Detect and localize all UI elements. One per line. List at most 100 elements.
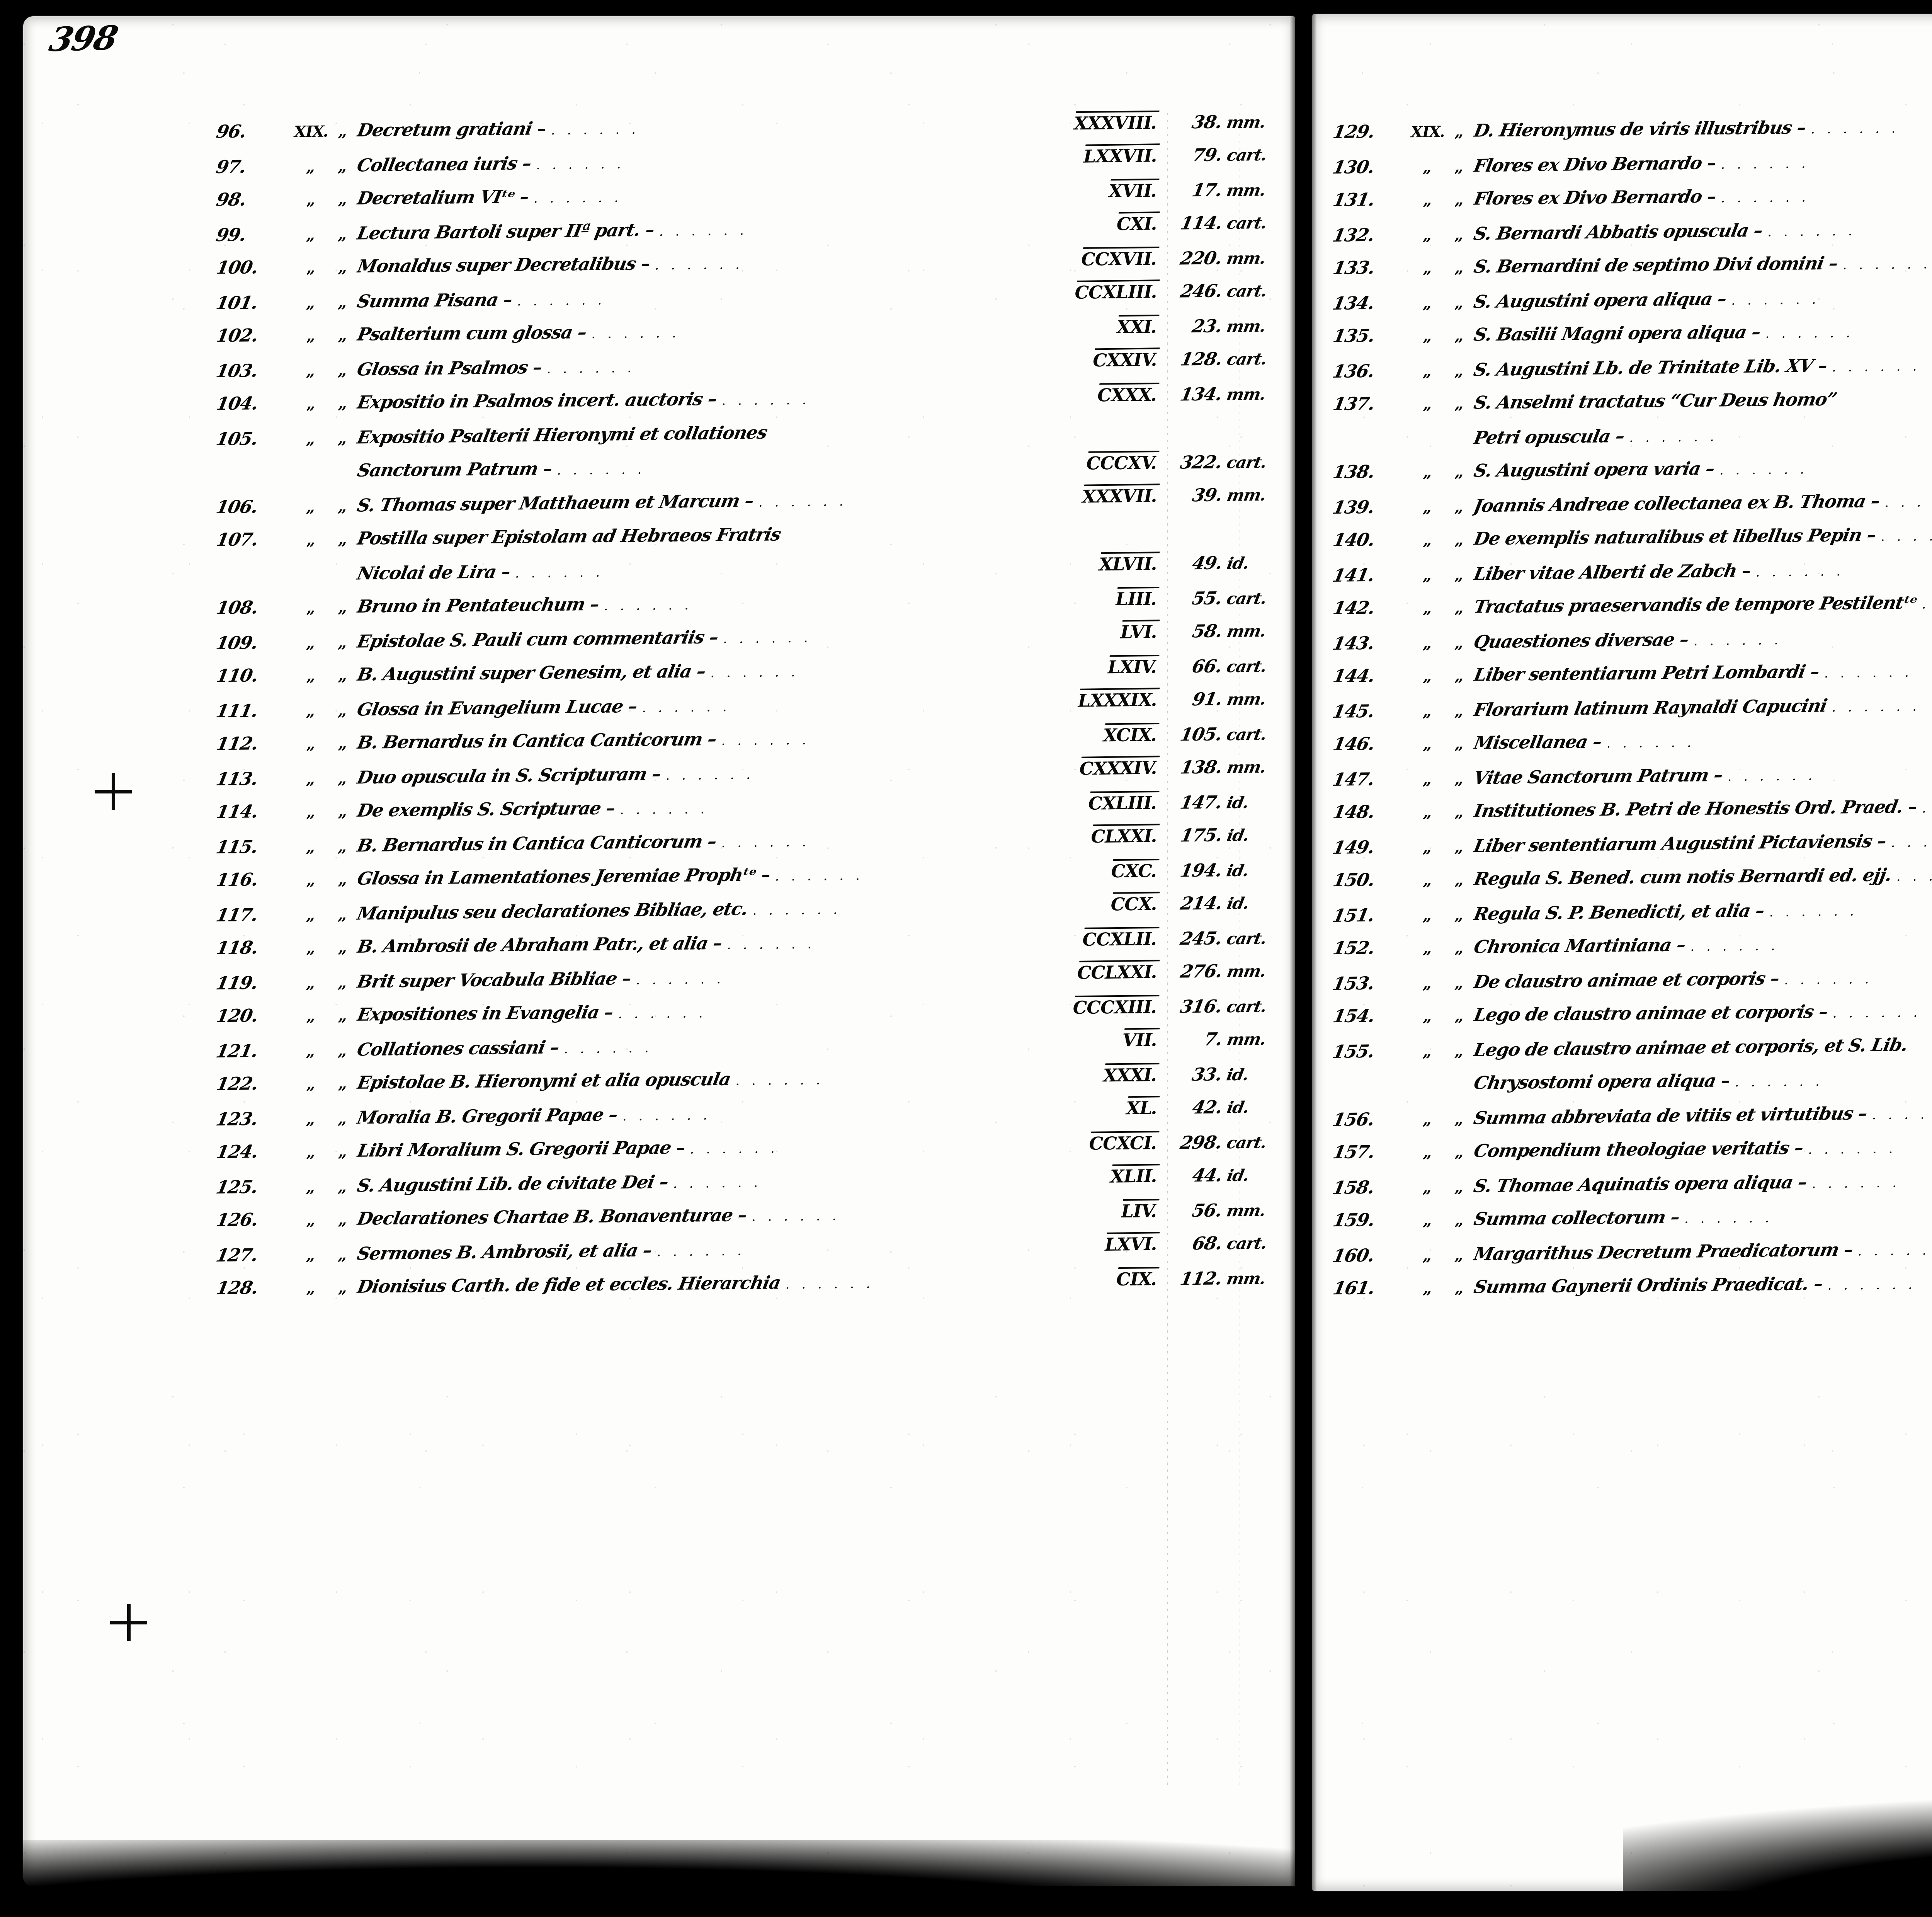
entry-ditto-mark: „ <box>337 361 349 380</box>
entry-number: 139. <box>1331 496 1376 518</box>
entry-number: 133. <box>1331 257 1376 279</box>
entry-ditto-shelf: „ <box>1422 498 1434 517</box>
entry-ditto-shelf: „ <box>305 1006 317 1025</box>
entry-number <box>216 477 293 478</box>
entry-number: 140. <box>1331 529 1376 551</box>
entry-arabic-number: 49. <box>1190 552 1224 574</box>
entry-ditto-shelf: „ <box>305 1279 317 1297</box>
entry-material-unit: id. <box>1225 894 1251 913</box>
dot-leader: . . . . . . <box>774 868 866 884</box>
left-folio-leaf <box>23 16 1295 1886</box>
entry-number: 125. <box>214 1176 260 1198</box>
entry-ditto-shelf: „ <box>1422 906 1434 925</box>
dot-leader: . . . . . . <box>672 1175 764 1192</box>
column-guide-line <box>1167 113 1168 1786</box>
entry-arabic-number: 33. <box>1190 1064 1224 1085</box>
entry-number: 149. <box>1331 836 1376 858</box>
dot-leader: . . . . . . <box>1720 189 1812 206</box>
entry-ditto-mark: „ <box>1453 906 1466 924</box>
dot-leader: . . . . . . <box>1768 903 1860 920</box>
entry-ditto-mark: „ <box>337 1109 349 1128</box>
entry-number: 120. <box>214 1005 260 1027</box>
entry-roman-shelfmark: CXI. <box>1114 213 1160 235</box>
entry-ditto-mark: „ <box>1453 157 1466 176</box>
entry-material-unit: mm. <box>1225 249 1267 268</box>
entry-number: 127. <box>214 1244 260 1266</box>
entry-ditto-mark: „ <box>1453 497 1466 516</box>
entry-material-unit: mm. <box>1225 1029 1267 1049</box>
dot-leader: . . . . . . <box>751 1208 842 1225</box>
entry-ditto-mark: „ <box>337 497 349 516</box>
entry-arabic-number: 322. <box>1179 451 1224 473</box>
entry-material-unit: cart. <box>1225 725 1268 744</box>
entry-material-unit: mm. <box>1225 317 1267 336</box>
entry-material-unit: mm. <box>1225 621 1267 641</box>
entry-ditto-mark: „ <box>1454 122 1466 141</box>
entry-ditto-shelf: „ <box>1422 1007 1434 1025</box>
dot-leader: . . . . . . <box>550 121 642 138</box>
entry-ditto-shelf: „ <box>305 734 317 753</box>
entry-material-unit: cart. <box>1225 929 1268 948</box>
entry-ditto-mark: „ <box>1454 394 1466 413</box>
entry-material-unit: id. <box>1225 826 1251 845</box>
entry-number: 146. <box>1331 733 1376 755</box>
dot-leader: . . . . . . <box>689 1141 781 1157</box>
entry-number: 152. <box>1331 937 1376 959</box>
dot-leader: . . . . . . <box>514 564 606 581</box>
entry-ditto-mark: „ <box>337 973 349 992</box>
entry-arabic-number: 246. <box>1179 280 1224 302</box>
entry-ditto-shelf: „ <box>1422 395 1434 413</box>
registration-cross-icon <box>110 1604 147 1641</box>
entry-material-unit: cart. <box>1225 349 1269 369</box>
entry-number: 131. <box>1331 189 1376 211</box>
entry-material-unit: cart. <box>1225 281 1269 301</box>
entry-ditto-shelf: „ <box>305 1074 317 1093</box>
entry-material-unit: id. <box>1225 1098 1251 1117</box>
entry-ditto-shelf: „ <box>1422 974 1434 993</box>
entry-ditto-mark: „ <box>1453 1246 1466 1265</box>
entry-ditto-mark: „ <box>1454 870 1466 889</box>
entry-ditto-shelf: „ <box>305 190 317 209</box>
entry-material-unit: cart. <box>1225 997 1268 1016</box>
entry-title: Decretum gratiani –. . . . . . <box>355 118 642 141</box>
entry-number: 114. <box>214 801 260 822</box>
entry-arabic-number: 39. <box>1190 484 1224 506</box>
entry-ditto-shelf: „ <box>305 394 317 413</box>
dot-leader: . . . . . . <box>1810 121 1901 137</box>
dot-leader: . . . . . . <box>1842 256 1932 273</box>
entry-ditto-mark: „ <box>337 1041 349 1060</box>
entry-ditto-mark: „ <box>1454 802 1466 821</box>
entry-number: 150. <box>1331 869 1376 891</box>
entry-roman-shelfmark: VII. <box>1120 1029 1160 1051</box>
entry-arabic-number: 276. <box>1179 960 1224 982</box>
entry-number: 97. <box>214 156 248 177</box>
entry-ditto-mark: „ <box>337 598 349 617</box>
entry-ditto-shelf: „ <box>1422 1042 1434 1061</box>
entry-material-unit: mm. <box>1225 112 1267 132</box>
entry-number: 96. <box>214 121 248 142</box>
dot-leader: . . . . . . <box>1726 768 1818 785</box>
dot-leader: . . . . . . <box>1767 223 1859 240</box>
dot-leader: . . . . . . <box>1755 563 1847 580</box>
entry-ditto-mark: „ <box>337 1074 349 1093</box>
entry-ditto-mark: „ <box>337 837 349 856</box>
dot-leader: . . . . . . <box>726 936 818 953</box>
entry-ditto-mark: „ <box>1453 565 1466 584</box>
entry-number: 99. <box>214 224 248 245</box>
entry-ditto-shelf: „ <box>1422 803 1434 821</box>
entry-ditto-mark: „ <box>337 394 349 413</box>
entry-material-unit <box>1226 432 1292 433</box>
entry-number: 160. <box>1331 1245 1376 1267</box>
entry-number: 158. <box>1331 1176 1376 1199</box>
entry-roman-shelfmark: LIII. <box>1113 588 1160 610</box>
entry-ditto-shelf: „ <box>305 598 317 617</box>
entry-ditto-mark: „ <box>1453 1042 1466 1061</box>
entry-number: 161. <box>1331 1277 1376 1299</box>
entry-roman-shelfmark: LIV. <box>1119 1200 1160 1222</box>
entry-number: 105. <box>214 428 260 449</box>
entry-ditto-shelf: „ <box>1422 259 1434 277</box>
dot-leader: . . . . . . <box>556 461 648 478</box>
entry-number: 134. <box>1331 292 1376 314</box>
dot-leader: . . . . . . <box>656 1243 748 1260</box>
entry-number: 106. <box>214 496 260 518</box>
